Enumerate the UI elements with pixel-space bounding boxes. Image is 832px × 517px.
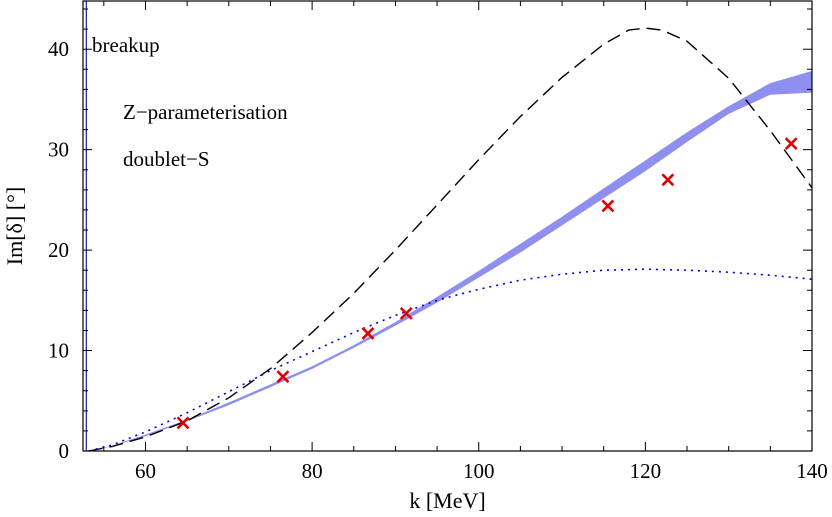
tick-labels: 60 80 100 120 140 0 10 20 30 40 (48, 37, 828, 483)
dotted-curve (88, 268, 813, 452)
data-point-marker (661, 173, 675, 187)
x-tick-label: 100 (463, 459, 495, 483)
data-point-marker (399, 306, 413, 320)
y-tick-label: 0 (59, 439, 70, 463)
data-point-marker (276, 370, 290, 384)
dashed-curve (88, 27, 813, 452)
plot-frame (82, 0, 813, 452)
y-tick-label: 40 (48, 37, 69, 61)
y-tick-label: 10 (48, 339, 69, 363)
axis-ticks (83, 1, 813, 452)
x-axis-label: k [MeV] (409, 488, 485, 513)
annotation-breakup: breakup (92, 33, 160, 57)
x-tick-label: 120 (630, 459, 662, 483)
y-axis-label: Im[δ] [°] (2, 187, 27, 265)
data-point-marker (601, 199, 615, 213)
x-tick-label: 60 (135, 459, 156, 483)
x-tick-label: 80 (302, 459, 323, 483)
tick-marks (83, 1, 813, 452)
y-tick-label: 30 (48, 138, 69, 162)
uncertainty-band (88, 70, 813, 452)
annotation-parameterisation: Z−parameterisation (123, 100, 288, 124)
y-tick-label: 20 (48, 238, 69, 262)
plot-area (85, 1, 813, 452)
data-point-marker (784, 137, 798, 151)
annotation-channel: doublet−S (123, 147, 210, 171)
x-tick-label: 140 (796, 459, 828, 483)
data-point-marker (361, 327, 375, 340)
data-point-marker (176, 416, 190, 430)
